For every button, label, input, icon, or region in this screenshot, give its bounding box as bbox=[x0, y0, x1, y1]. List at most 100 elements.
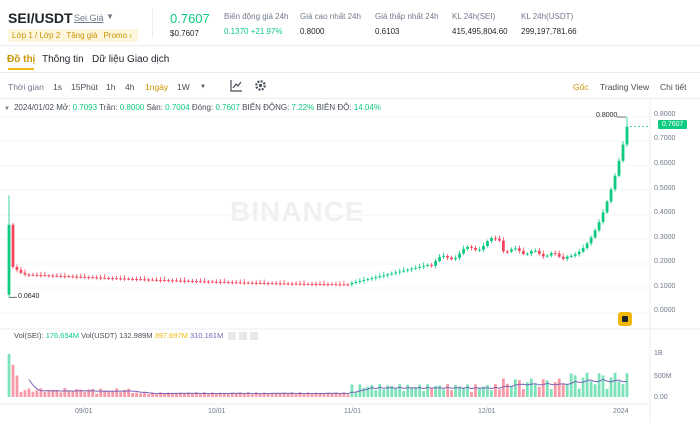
volume-bar bbox=[346, 394, 350, 397]
volume-bar bbox=[374, 390, 378, 397]
interval-1w[interactable]: 1W bbox=[177, 82, 190, 92]
candle-body bbox=[330, 284, 334, 286]
stat-high-24h: Giá cao nhất 24h 0.8000 bbox=[300, 12, 361, 36]
vol-sei-value: 176.654M bbox=[45, 331, 80, 340]
candle-body bbox=[246, 282, 250, 284]
volume-bar bbox=[310, 393, 314, 397]
ohlc-open: 0.7093 bbox=[72, 103, 98, 112]
stat-volume-sei: KL 24h(SEI) 415,495,804.60 bbox=[452, 12, 508, 36]
candle-body bbox=[262, 282, 266, 284]
volume-bar bbox=[505, 383, 509, 397]
settings-icon[interactable] bbox=[239, 332, 248, 341]
candle-body bbox=[418, 266, 422, 268]
close-icon[interactable] bbox=[250, 332, 259, 341]
interval-4h[interactable]: 4h bbox=[125, 82, 135, 92]
volume-bar bbox=[398, 384, 402, 397]
view-tradingview[interactable]: Trading View bbox=[600, 82, 650, 92]
interval-1h[interactable]: 1h bbox=[106, 82, 116, 92]
candle-body bbox=[139, 279, 142, 281]
candle-body bbox=[250, 282, 254, 284]
volume-bar bbox=[83, 392, 87, 397]
chevron-down-icon[interactable]: ▼ bbox=[106, 12, 114, 21]
ohlc-high-label: Trần: bbox=[99, 103, 118, 112]
view-original[interactable]: Gốc bbox=[573, 82, 589, 92]
candle-body bbox=[577, 251, 581, 255]
volume-bar bbox=[450, 390, 453, 397]
tag-promo[interactable]: Promo › bbox=[103, 31, 132, 40]
price-tick: 0.6000 bbox=[654, 160, 676, 167]
interval-15m[interactable]: 15Phút bbox=[71, 82, 98, 92]
volume-bar bbox=[494, 384, 497, 397]
candle-body bbox=[242, 282, 246, 284]
candlestick-chart[interactable] bbox=[0, 99, 700, 423]
volume-tick: 500M bbox=[654, 373, 672, 380]
volume-bar bbox=[127, 388, 131, 397]
volume-bar bbox=[107, 391, 111, 397]
volume-bar bbox=[490, 390, 493, 397]
candle-body bbox=[127, 278, 131, 280]
candle-body bbox=[573, 254, 577, 256]
candle-body bbox=[179, 280, 182, 282]
symbol-tags: Lớp 1 / Lớp 2 Tăng giá Promo › bbox=[8, 29, 138, 42]
candle-body bbox=[434, 261, 438, 266]
indicator-icon[interactable] bbox=[230, 79, 243, 94]
symbol-title[interactable]: SEI/USDT bbox=[8, 10, 73, 26]
candle-body bbox=[613, 175, 617, 190]
candle-body bbox=[470, 246, 473, 249]
tab-info[interactable]: Thông tin bbox=[42, 54, 84, 65]
volume-bar bbox=[470, 391, 473, 397]
volume-bar bbox=[585, 372, 589, 397]
volume-bar bbox=[175, 392, 178, 397]
volume-bar bbox=[378, 384, 382, 397]
volume-bar bbox=[525, 382, 529, 397]
eye-icon[interactable] bbox=[228, 332, 237, 341]
ohlc-change: 7.22% bbox=[291, 103, 315, 112]
collapse-icon[interactable]: ▼ bbox=[4, 106, 10, 112]
volume-bar bbox=[418, 384, 422, 397]
chevron-down-icon[interactable]: ▼ bbox=[200, 84, 206, 90]
volume-bar bbox=[226, 392, 230, 397]
tag-gainer[interactable]: Tăng giá bbox=[66, 31, 98, 40]
interval-1d[interactable]: 1ngày bbox=[145, 82, 169, 92]
vol-ma2-value: 310.161M bbox=[189, 331, 224, 340]
candle-body bbox=[111, 278, 115, 280]
stat-value: 299,197,781.66 bbox=[521, 27, 577, 36]
volume-bar bbox=[23, 390, 27, 397]
candle-body bbox=[159, 279, 162, 281]
candle-body bbox=[450, 257, 453, 260]
volume-bar bbox=[131, 393, 134, 397]
volume-bar bbox=[386, 385, 390, 397]
stat-label: Giá thấp nhất 24h bbox=[375, 12, 439, 21]
candle-body bbox=[346, 284, 350, 286]
tag-layer[interactable]: Lớp 1 / Lớp 2 bbox=[12, 31, 61, 40]
tab-trading-data[interactable]: Dữ liệu Giao dịch bbox=[92, 54, 170, 65]
candle-body bbox=[601, 212, 605, 223]
candle-body bbox=[482, 246, 485, 250]
volume-bar bbox=[183, 393, 186, 397]
volume-bar bbox=[430, 388, 434, 397]
tab-chart[interactable]: Đồ thị bbox=[7, 54, 36, 65]
stat-value: 0.6103 bbox=[375, 27, 400, 36]
volume-bar bbox=[286, 393, 290, 397]
candle-body bbox=[370, 278, 374, 280]
symbol-subtitle-link[interactable]: Sei Giá bbox=[74, 13, 104, 23]
candle-body bbox=[565, 256, 569, 259]
candle-body bbox=[362, 280, 366, 282]
candle-body bbox=[541, 253, 545, 257]
settings-icon[interactable] bbox=[254, 79, 267, 94]
candle-body bbox=[553, 253, 557, 255]
volume-bar bbox=[605, 388, 609, 397]
price-alert-button[interactable] bbox=[618, 312, 632, 326]
volume-bar bbox=[187, 392, 190, 397]
candle-body bbox=[226, 282, 230, 284]
candle-body bbox=[274, 283, 278, 285]
volume-bar bbox=[202, 392, 206, 397]
view-depth[interactable]: Chi tiết bbox=[660, 82, 687, 92]
price-tick: 0.1000 bbox=[654, 283, 676, 290]
volume-bar bbox=[533, 383, 537, 397]
volume-bar bbox=[63, 388, 67, 397]
volume-bar bbox=[406, 384, 410, 397]
stat-low-24h: Giá thấp nhất 24h 0.6103 bbox=[375, 12, 439, 36]
interval-1s[interactable]: 1s bbox=[53, 82, 62, 92]
chart-toolbar: Thời gian 1s 15Phút 1h 4h 1ngày 1W ▼ Gốc… bbox=[0, 78, 700, 96]
